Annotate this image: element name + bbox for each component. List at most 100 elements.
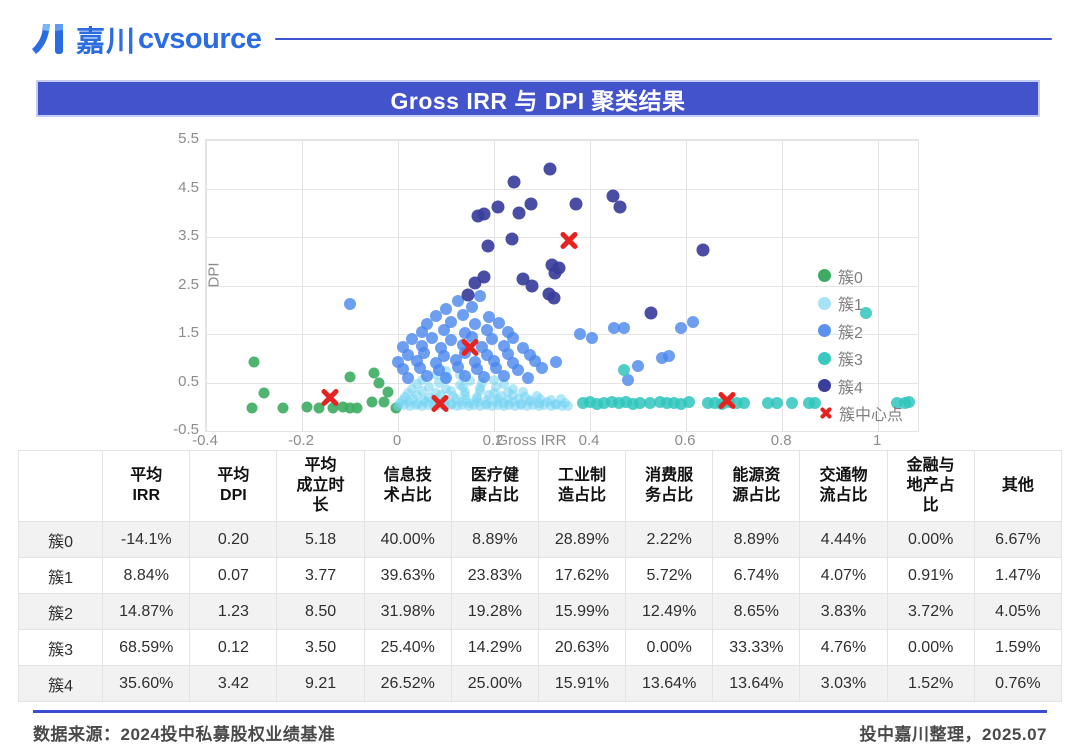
y-tick-label: -0.5 [173, 421, 199, 438]
table-cell: -14.1% [102, 521, 191, 558]
table-cell: 0.00% [886, 521, 975, 558]
scatter-point [412, 379, 423, 390]
scatter-point [473, 290, 486, 303]
table-column-header: 能源资 源占比 [712, 450, 801, 522]
legend-label: 簇2 [838, 324, 863, 342]
table-cell: 8.89% [712, 521, 801, 558]
scatter-point [547, 291, 561, 305]
legend-label: 簇0 [838, 269, 863, 287]
scatter-point [313, 402, 325, 414]
scatter-point [486, 401, 497, 412]
scatter-point [396, 341, 409, 354]
scatter-point [407, 383, 418, 394]
row-label: 簇4 [17, 665, 104, 702]
scatter-point [373, 377, 385, 389]
header: 嘉川 cvsource [30, 16, 1052, 62]
cluster-stats-table: 平均 IRR 平均 DPI 平均 成立时长信息技 术占比 医疗健 康占比 工业制 造占比 消费服 务占比… [17, 450, 1063, 702]
table-cell: 4.44% [799, 521, 888, 558]
x-tick-label: -0.2 [288, 432, 314, 449]
scatter-point [492, 316, 505, 329]
x-tick-label: 0.4 [578, 432, 600, 449]
legend-label: 簇1 [838, 297, 863, 315]
scatter-point [344, 297, 357, 310]
row-label: 簇3 [17, 629, 104, 666]
table-row: 簇3 68.59% 0.12 3.50 25.40% 14.29% 20.63% 0.00% 3… [17, 629, 1063, 666]
table-cell: 14.29% [450, 629, 539, 666]
scatter-point [548, 266, 562, 280]
scatter-point [459, 369, 472, 382]
scatter-point [448, 391, 459, 402]
scatter-point [468, 356, 481, 369]
brand-logo-icon [32, 24, 63, 54]
table-cell: 3.50 [276, 629, 365, 666]
table-column-header: 交通物 流占比 [799, 450, 888, 522]
x-tick-label: 0.8 [770, 432, 792, 449]
scatter-chart: -0.4 -0.2 0 0.2 0.4 0.6 0.8 1 5.5 4.5 3.5 2.5 1.5 0.5… [0, 120, 1080, 450]
chart-title: Gross IRR 与 DPI 聚类结果 [390, 87, 686, 114]
scatter-point [460, 387, 471, 398]
scatter-point [903, 396, 916, 409]
legend-item: 簇0 [818, 262, 903, 290]
table-column-header [17, 450, 104, 522]
table-cell: 1.47% [973, 557, 1063, 594]
scatter-point [424, 392, 435, 403]
table-cell: 31.98% [363, 593, 452, 630]
scatter-point [860, 306, 873, 319]
table-column-header: 平均 IRR [102, 450, 191, 522]
scatter-point [675, 321, 688, 334]
scatter-point [246, 402, 258, 414]
scatter-point [608, 321, 621, 334]
scatter-point [392, 356, 405, 369]
scatter-point [556, 394, 567, 405]
table-column-header: 平均 成立时长 [276, 450, 365, 522]
scatter-point [441, 384, 452, 395]
legend-marker [818, 379, 831, 393]
table-cell: 4.05% [973, 593, 1063, 630]
scatter-point [417, 386, 428, 397]
scatter-point [761, 397, 774, 410]
x-tick-label: 0.6 [674, 432, 696, 449]
scatter-point [461, 395, 472, 406]
table-row: 簇2 14.87% 1.23 8.50 31.98% 19.28% 15.99% 12.49%… [17, 593, 1063, 630]
gridline [206, 431, 918, 432]
table-cell: 39.63% [363, 557, 452, 594]
scatter-point [337, 401, 349, 413]
scatter-point [497, 370, 510, 383]
scatter-point [420, 370, 433, 383]
title-banner: Gross IRR 与 DPI 聚类结果 [36, 80, 1040, 117]
scatter-point [472, 392, 483, 403]
scatter-point [496, 391, 507, 402]
y-tick-label: 3.5 [178, 227, 199, 244]
x-tick-label: 1 [872, 432, 882, 449]
scatter-point [516, 341, 529, 354]
scatter-point [617, 364, 630, 377]
table-cell: 0.00% [886, 629, 975, 666]
scatter-point [512, 206, 526, 220]
scatter-point [502, 325, 515, 338]
scatter-point [344, 371, 356, 383]
scatter-point [569, 197, 583, 211]
table-column-header: 消费服 务占比 [625, 450, 714, 522]
x-tick-label: -0.4 [192, 432, 218, 449]
scatter-point [435, 342, 448, 355]
scatter-point [606, 189, 620, 203]
gridline [206, 140, 918, 141]
table-column-header: 其他 [973, 450, 1063, 522]
scatter-point [737, 396, 750, 409]
scatter-point [447, 398, 458, 409]
scatter-point [481, 239, 495, 253]
scatter-point [663, 349, 676, 362]
cluster-center-marker [715, 389, 739, 413]
table-cell: 26.52% [363, 665, 452, 702]
scatter-point [489, 387, 500, 398]
scatter-point [517, 387, 528, 398]
scatter-point [508, 390, 519, 401]
legend-item: 簇3 [818, 345, 903, 373]
scatter-point [480, 324, 493, 337]
legend-marker [818, 269, 831, 283]
legend-item: 簇2 [818, 317, 903, 345]
scatter-point [687, 316, 700, 329]
row-label: 簇2 [17, 593, 104, 630]
footer-divider [33, 710, 1047, 713]
table-cell: 28.89% [537, 521, 627, 558]
